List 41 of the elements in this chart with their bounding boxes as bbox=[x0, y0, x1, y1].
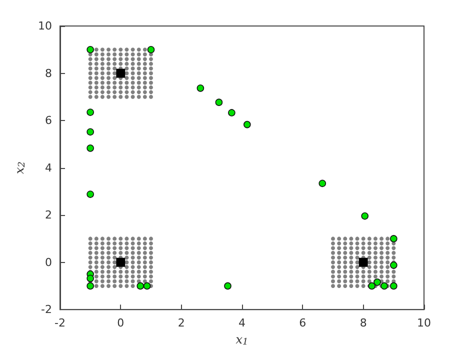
point bbox=[86, 128, 94, 136]
point bbox=[361, 212, 368, 220]
y-tick-label: 10 bbox=[38, 20, 52, 32]
y-axis-title: x2 bbox=[12, 161, 28, 174]
x-tick-label: 0 bbox=[117, 316, 124, 330]
point bbox=[368, 282, 376, 290]
point bbox=[390, 235, 398, 242]
point bbox=[86, 190, 94, 198]
point bbox=[136, 282, 144, 290]
point bbox=[196, 84, 204, 92]
x-tick-label: 4 bbox=[238, 316, 246, 330]
point bbox=[86, 274, 94, 282]
x-tick-label: -2 bbox=[54, 316, 66, 330]
point bbox=[224, 282, 232, 290]
point bbox=[374, 278, 381, 286]
y-tick-label: 8 bbox=[45, 66, 52, 80]
point bbox=[116, 258, 126, 267]
x-tick-label: 10 bbox=[417, 316, 431, 330]
point bbox=[244, 120, 251, 128]
y-tick-label: 6 bbox=[45, 114, 52, 128]
point bbox=[390, 262, 398, 269]
x-tick-label: 8 bbox=[360, 316, 367, 330]
point bbox=[86, 282, 94, 290]
point bbox=[215, 98, 223, 106]
point bbox=[86, 108, 94, 116]
point bbox=[318, 180, 326, 188]
x-tick-label: 2 bbox=[178, 316, 185, 330]
y-tick-label: 4 bbox=[45, 161, 52, 174]
point bbox=[86, 46, 94, 54]
y-tick-label: 0 bbox=[45, 256, 52, 269]
point bbox=[116, 68, 126, 78]
point bbox=[147, 46, 155, 54]
point bbox=[358, 258, 368, 267]
y-tick-label: 2 bbox=[45, 208, 52, 222]
x-tick-label: 6 bbox=[299, 316, 306, 330]
y-tick-label: -2 bbox=[41, 303, 52, 316]
point bbox=[143, 282, 151, 290]
point bbox=[390, 282, 398, 290]
point bbox=[228, 109, 236, 116]
point bbox=[380, 282, 388, 290]
point bbox=[86, 144, 94, 152]
